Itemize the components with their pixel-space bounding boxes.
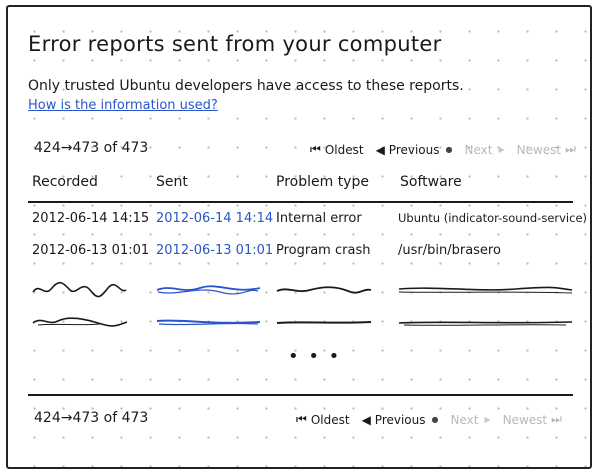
page-title: Error reports sent from your computer: [28, 32, 442, 56]
placeholder-row-2-software: [398, 321, 573, 326]
newest-label: Newest: [516, 142, 562, 157]
skip-to-end-icon: ⏭: [551, 412, 562, 426]
column-header-sent[interactable]: Sent: [156, 174, 188, 190]
range-text-bottom: 424→473 of 473: [34, 410, 149, 426]
triangle-left-icon: ◀: [361, 412, 371, 427]
row-1-recorded: 2012-06-14 14:15: [32, 211, 150, 226]
oldest-button-top[interactable]: ⏮ Oldest: [310, 142, 364, 157]
previous-button-bottom[interactable]: ◀ Previous ●: [362, 413, 439, 427]
info-link[interactable]: How is the information used?: [28, 98, 218, 113]
placeholder-row-2-problem: [276, 321, 372, 324]
page-subtitle: Only trusted Ubuntu developers have acce…: [28, 78, 464, 94]
newest-button-top[interactable]: Newest ⏭: [517, 142, 576, 157]
report-window: [6, 5, 592, 469]
footer-divider: [28, 394, 573, 396]
triangle-left-icon: ◀: [375, 142, 385, 157]
pager-bottom: ⏮ Oldest ◀ Previous ● Next ▶ Newest ⏭: [296, 412, 562, 427]
triangle-right-icon: ▶: [498, 145, 505, 154]
placeholder-row-2-sent: [156, 319, 261, 326]
header-divider: [28, 201, 573, 203]
oldest-label: Oldest: [310, 412, 350, 427]
triangle-right-icon: ▶: [484, 415, 491, 424]
placeholder-row-1-sent: [156, 285, 261, 295]
skip-to-start-icon: ⏮: [296, 412, 307, 426]
newest-button-bottom[interactable]: Newest ⏭: [503, 412, 562, 427]
column-header-recorded[interactable]: Recorded: [32, 174, 98, 190]
row-2-sent[interactable]: 2012-06-13 01:01: [156, 243, 274, 258]
next-label: Next: [464, 142, 493, 157]
placeholder-row-1-software: [398, 286, 573, 294]
previous-label: Previous: [388, 142, 440, 157]
row-1-sent[interactable]: 2012-06-14 14:14: [156, 211, 274, 226]
pager-top: ⏮ Oldest ◀ Previous ● Next ▶ Newest ⏭: [310, 142, 576, 157]
next-label: Next: [450, 412, 479, 427]
placeholder-row-1-problem: [276, 286, 372, 294]
row-1-software[interactable]: Ubuntu (indicator-sound-service): [398, 211, 588, 225]
bullet-icon: ●: [445, 145, 453, 154]
next-button-top[interactable]: Next ▶: [465, 143, 505, 157]
column-header-problem-type[interactable]: Problem type: [276, 174, 369, 190]
bullet-icon: ●: [431, 415, 439, 424]
placeholder-row-2-recorded: [32, 317, 128, 327]
oldest-label: Oldest: [324, 142, 364, 157]
previous-label: Previous: [374, 412, 426, 427]
column-header-software[interactable]: Software: [400, 174, 462, 190]
placeholder-row-1-recorded: [32, 281, 127, 298]
skip-to-start-icon: ⏮: [310, 142, 321, 156]
row-2-problem-type[interactable]: Program crash: [276, 243, 371, 258]
row-2-recorded: 2012-06-13 01:01: [32, 243, 150, 258]
row-1-problem-type[interactable]: Internal error: [276, 211, 362, 226]
range-text-top: 424→473 of 473: [34, 140, 149, 156]
previous-button-top[interactable]: ◀ Previous ●: [376, 143, 453, 157]
oldest-button-bottom[interactable]: ⏮ Oldest: [296, 412, 350, 427]
newest-label: Newest: [502, 412, 548, 427]
more-rows-indicator: • • •: [288, 346, 342, 367]
skip-to-end-icon: ⏭: [565, 142, 576, 156]
next-button-bottom[interactable]: Next ▶: [451, 413, 491, 427]
row-2-software[interactable]: /usr/bin/brasero: [398, 243, 501, 258]
